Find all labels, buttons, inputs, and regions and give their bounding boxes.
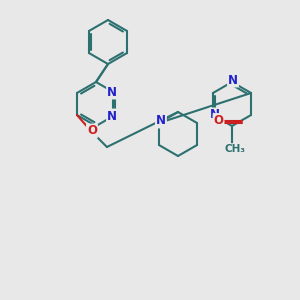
Text: N: N bbox=[107, 110, 117, 122]
Text: N: N bbox=[107, 85, 117, 98]
Text: O: O bbox=[87, 124, 97, 137]
Text: N: N bbox=[210, 109, 220, 122]
Text: N: N bbox=[156, 115, 166, 128]
Text: O: O bbox=[214, 114, 224, 127]
Text: CH₃: CH₃ bbox=[224, 144, 245, 154]
Text: N: N bbox=[228, 74, 238, 86]
